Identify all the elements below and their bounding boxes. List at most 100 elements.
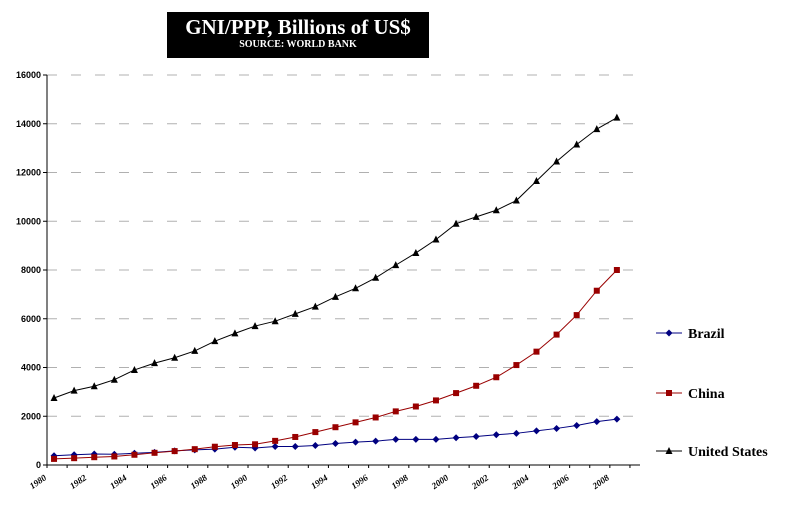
united-states-point [50, 393, 58, 401]
united-states-point [352, 284, 360, 292]
x-tick-label: 1994 [309, 472, 330, 491]
x-tick-label: 1980 [28, 472, 49, 491]
y-tick-label: 2000 [21, 411, 41, 421]
china-point [231, 442, 238, 449]
united-states-point [110, 375, 118, 383]
brazil-point [271, 442, 279, 450]
y-tick-label: 14000 [16, 119, 41, 129]
y-tick-label: 12000 [16, 168, 41, 178]
x-tick-label: 2000 [429, 472, 451, 491]
x-tick-label: 1998 [389, 472, 410, 491]
brazil-point [553, 424, 561, 432]
brazil-point [512, 429, 520, 437]
united-states-point [392, 261, 400, 269]
china-point [412, 403, 419, 410]
united-states-point [151, 359, 159, 367]
china-point [372, 414, 379, 421]
china-point [71, 455, 78, 462]
china-point [211, 443, 218, 450]
chart-title: GNI/PPP, Billions of US$ [185, 15, 411, 39]
y-tick-label: 8000 [21, 265, 41, 275]
legend-label-brazil: Brazil [688, 327, 725, 342]
x-tick-label: 2008 [590, 472, 612, 491]
china-point [473, 382, 480, 389]
x-tick-label: 2006 [549, 472, 571, 491]
china-point [292, 433, 299, 440]
united-states-point [512, 196, 520, 204]
united-states-point [171, 353, 179, 361]
united-states-point [412, 248, 420, 256]
chart-title-box: GNI/PPP, Billions of US$ SOURCE: WORLD B… [167, 12, 429, 58]
united-states-point [191, 346, 199, 354]
legend-marker-brazil [665, 329, 673, 337]
china-point [252, 441, 259, 448]
united-states-point [573, 140, 581, 148]
brazil-point [472, 432, 480, 440]
x-tick-label: 2002 [469, 472, 491, 491]
united-states-point [90, 382, 98, 390]
china-point [392, 408, 399, 415]
china-point [332, 424, 339, 431]
united-states-point [271, 317, 279, 325]
brazil-point [492, 431, 500, 439]
china-point [613, 267, 620, 273]
united-states-point [211, 337, 219, 345]
brazil-point [613, 415, 621, 423]
united-states-point [553, 157, 561, 165]
china-point [432, 397, 439, 404]
y-tick-label: 16000 [16, 70, 41, 80]
brazil-point [432, 435, 440, 443]
united-states-point [492, 206, 500, 214]
united-states-point [311, 302, 319, 310]
x-tick-label: 2004 [509, 472, 531, 491]
china-point [111, 453, 118, 460]
china-point [352, 419, 359, 426]
china-point [453, 390, 460, 397]
brazil-point [291, 442, 299, 450]
china-point [171, 448, 178, 455]
brazil-point [452, 434, 460, 442]
united-states-point [331, 292, 339, 300]
y-tick-label: 6000 [21, 314, 41, 324]
x-tick-label: 1992 [269, 472, 290, 491]
brazil-point [311, 442, 319, 449]
legend-marker-united-states [665, 447, 673, 454]
brazil-point [573, 422, 581, 430]
legend-label-united-states: United States [688, 445, 768, 460]
brazil-point [593, 418, 601, 426]
united-states-point [70, 386, 78, 394]
legend-label-china: China [688, 387, 725, 402]
y-tick-label: 10000 [16, 216, 41, 226]
united-states-point [291, 309, 299, 317]
x-tick-label: 1988 [188, 472, 209, 491]
china-point [131, 451, 138, 458]
x-tick-label: 1990 [229, 472, 250, 491]
china-point [51, 455, 58, 462]
x-tick-label: 1982 [68, 472, 89, 491]
x-tick-label: 1984 [108, 472, 129, 491]
united-states-point [452, 219, 460, 227]
united-states-point [432, 235, 440, 243]
united-states-point [472, 212, 480, 220]
china-point [151, 449, 158, 456]
china-point [272, 437, 279, 444]
china-point [593, 287, 600, 294]
brazil-point [331, 440, 339, 448]
brazil-point [372, 437, 380, 445]
china-point [553, 331, 560, 338]
china-point [493, 374, 500, 381]
y-tick-label: 0 [36, 460, 41, 470]
china-point [533, 348, 540, 355]
china-point [312, 429, 319, 436]
brazil-point [392, 435, 400, 443]
united-states-line [53, 117, 618, 399]
x-tick-label: 1986 [148, 472, 169, 491]
y-tick-label: 4000 [21, 363, 41, 373]
brazil-point [352, 438, 360, 446]
china-point [573, 312, 580, 319]
legend-marker-china [666, 390, 672, 396]
brazil-point [532, 427, 540, 435]
china-point [513, 362, 520, 369]
united-states-point [251, 322, 259, 330]
